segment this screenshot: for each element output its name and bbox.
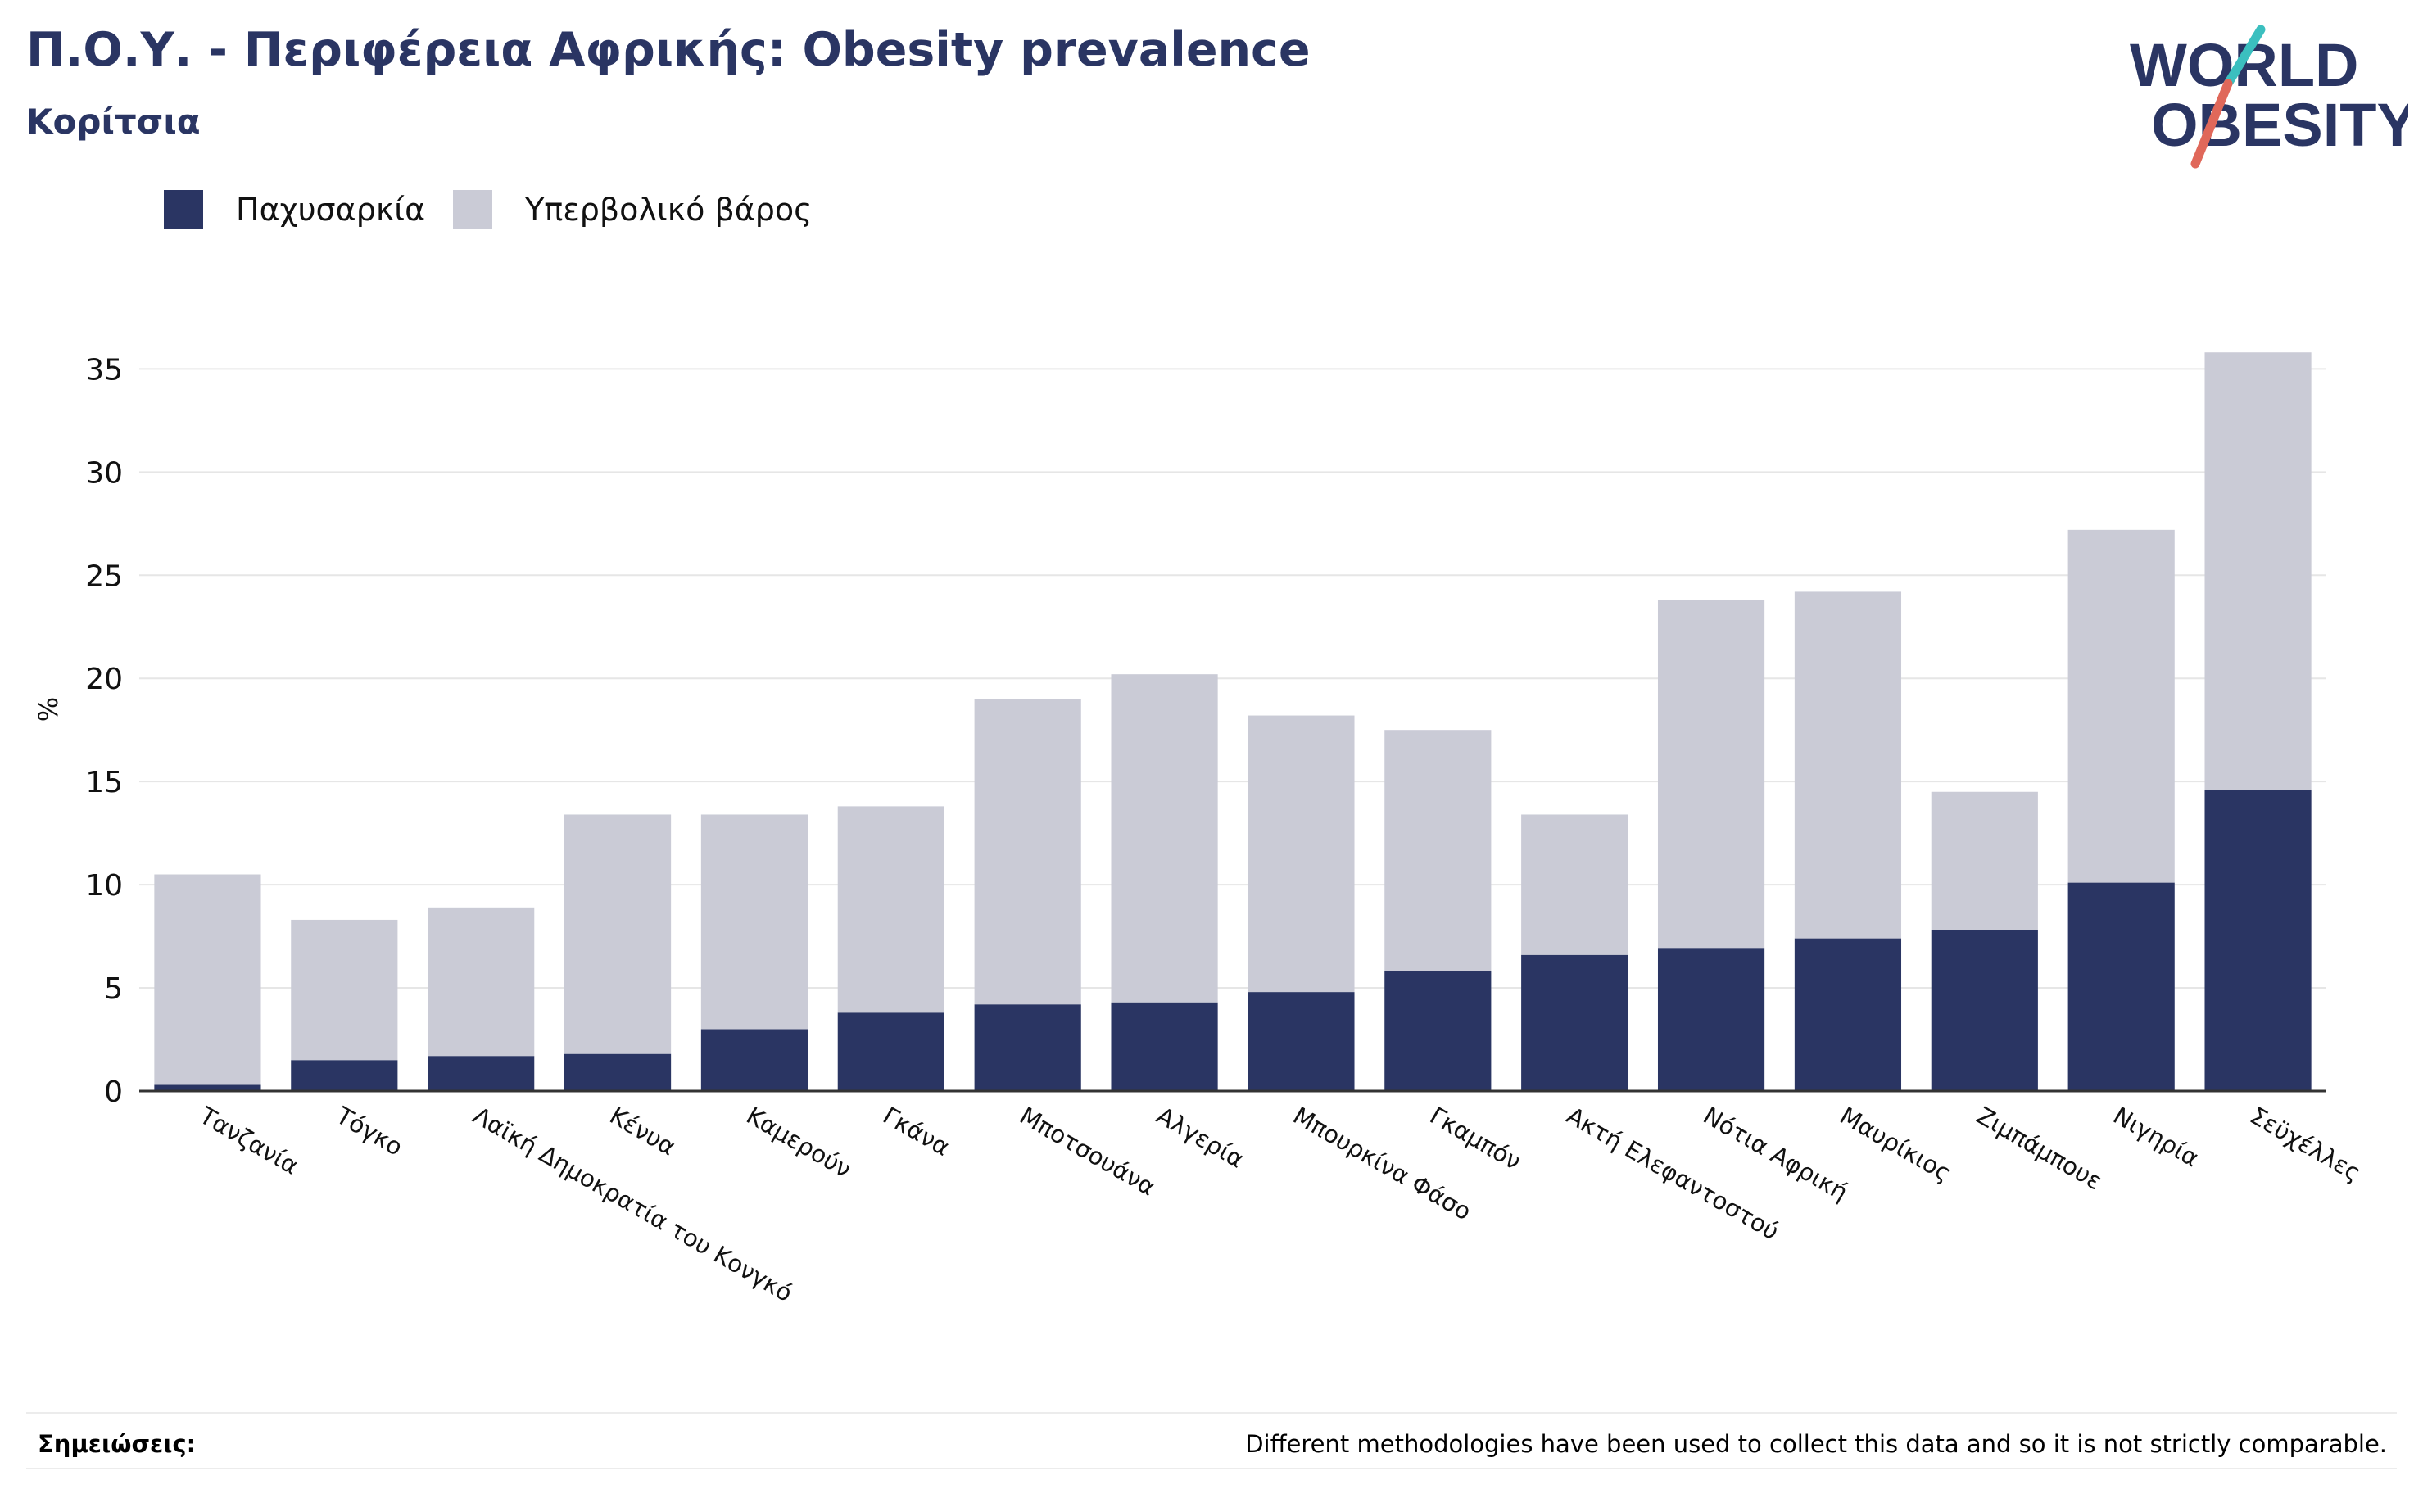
bar-overweight [1794,591,1902,939]
bar-overweight [1931,791,2038,930]
notes-text: Different methodologies have been used t… [1245,1430,2387,1458]
x-tick-label: Γκαμπόν [1425,1102,1526,1176]
x-tick-label: Τόγκο [331,1101,408,1161]
y-tick-label: 25 [85,559,123,593]
chart-title: Π.Ο.Υ. - Περιφέρεια Αφρικής: Obesity pre… [26,23,1311,77]
bar-obesity [2067,882,2175,1091]
x-tick-label: Σεϋχέλλες [2245,1102,2366,1188]
world-obesity-logo: WORLD OBESITY [2130,25,2408,169]
bar-overweight [974,699,1081,1005]
bar-obesity [428,1056,535,1091]
bar-obesity [564,1053,672,1091]
bar-obesity [837,1012,944,1091]
x-tick-label: Αλγερία [1152,1102,1248,1174]
legend-label-overweight: Υπερβολικό βάρος [525,192,813,228]
x-tick-label: Κένυα [605,1102,681,1161]
bar-obesity [974,1004,1081,1091]
bar-overweight [1384,730,1492,971]
x-tick-label: Γκάνα [878,1102,954,1161]
notes-label: Σημειώσεις: [38,1430,197,1458]
bar-overweight [2067,529,2175,883]
notes-divider-bottom [26,1468,2397,1469]
legend-label-obesity: Παχυσαρκία [236,192,426,228]
x-tick-label: Μαυρίκιος [1835,1102,1956,1188]
bar-overweight [1521,814,1628,955]
x-tick-label: Μποτσουάνα [1015,1102,1160,1202]
y-tick-label: 5 [104,972,123,1006]
legend-item-overweight[interactable]: Υπερβολικό βάρος [453,190,812,229]
y-tick-label: 30 [85,456,123,490]
logo-stroke-coral [2190,79,2233,169]
bar-overweight [2204,352,2312,790]
bar-obesity [154,1084,261,1091]
y-tick-label: 20 [85,663,123,696]
bar-overweight [700,814,808,1030]
logo-text-obesity: OBESITY [2151,91,2408,159]
chart-subtitle: Κορίτσια [26,102,201,142]
bar-overweight [564,814,672,1054]
bar-obesity [1384,971,1492,1091]
bar-obesity [2204,790,2312,1091]
legend: Παχυσαρκία Υπερβολικό βάρος [164,190,840,229]
legend-swatch-overweight [453,190,493,229]
x-tick-label: Ζιμπάμπουε [1972,1102,2107,1196]
bar-obesity [291,1060,398,1091]
bar-obesity [1521,954,1628,1091]
bar-overweight [154,874,261,1085]
bar-obesity [1657,948,1765,1091]
bar-obesity [700,1029,808,1091]
x-tick-label: Καμερούν [741,1102,855,1184]
logo-stroke-teal [2223,25,2266,88]
bar-overweight [1248,715,1355,993]
bar-overweight [1657,600,1765,949]
notes-divider-top [26,1412,2397,1414]
y-tick-label: 15 [85,766,123,799]
bar-overweight [428,907,535,1057]
legend-swatch-obesity [164,190,203,229]
x-tick-label: Νιγηρία [2108,1102,2203,1173]
y-tick-label: 35 [85,353,123,387]
y-tick-label: 0 [104,1075,123,1109]
bar-overweight [1111,674,1218,1003]
bar-obesity [1248,992,1355,1091]
bar-obesity [1111,1002,1218,1091]
x-tick-label: Τανζανία [194,1101,303,1179]
y-axis-label: % [33,697,64,722]
bar-overweight [291,919,398,1061]
y-tick-label: 10 [85,869,123,903]
bar-obesity [1794,938,1902,1091]
bar-obesity [1931,930,2038,1091]
legend-item-obesity[interactable]: Παχυσαρκία [164,190,425,229]
bar-overweight [837,806,944,1013]
